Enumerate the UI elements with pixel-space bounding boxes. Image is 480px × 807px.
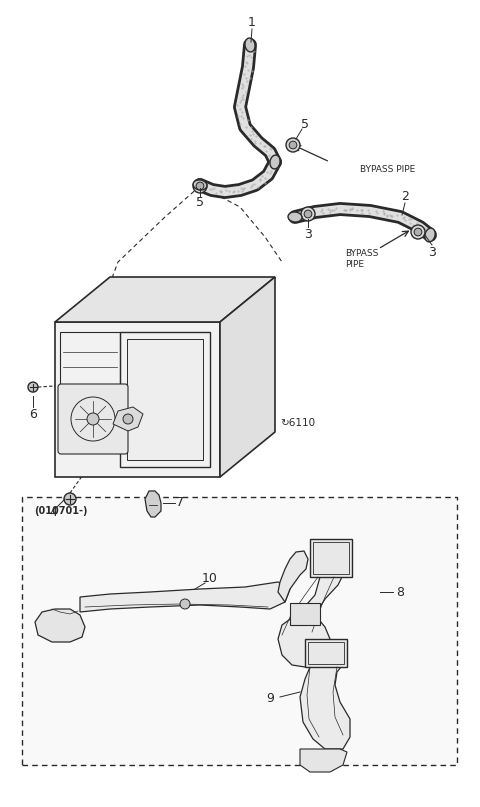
FancyBboxPatch shape xyxy=(55,322,220,477)
Polygon shape xyxy=(278,577,342,667)
Text: 6: 6 xyxy=(29,408,37,421)
Text: 1: 1 xyxy=(248,15,256,28)
Circle shape xyxy=(301,207,315,221)
FancyBboxPatch shape xyxy=(310,539,352,577)
Circle shape xyxy=(180,599,190,609)
Text: 7: 7 xyxy=(176,496,184,509)
Text: 3: 3 xyxy=(428,245,436,258)
Polygon shape xyxy=(35,609,85,642)
Circle shape xyxy=(411,225,425,239)
Circle shape xyxy=(193,179,207,193)
Circle shape xyxy=(64,493,76,505)
Text: 5: 5 xyxy=(301,118,309,131)
Ellipse shape xyxy=(270,155,280,169)
Text: 3: 3 xyxy=(304,228,312,240)
Polygon shape xyxy=(145,491,161,517)
Circle shape xyxy=(196,182,204,190)
FancyBboxPatch shape xyxy=(22,497,457,765)
Text: 5: 5 xyxy=(196,195,204,208)
Text: 9: 9 xyxy=(266,692,274,705)
Ellipse shape xyxy=(425,228,435,242)
Text: 10: 10 xyxy=(202,572,218,586)
Polygon shape xyxy=(55,277,275,322)
Circle shape xyxy=(289,141,297,148)
Text: 4: 4 xyxy=(49,505,57,519)
Polygon shape xyxy=(300,667,350,749)
Ellipse shape xyxy=(193,180,207,190)
FancyBboxPatch shape xyxy=(58,384,128,454)
Polygon shape xyxy=(113,407,143,431)
Circle shape xyxy=(304,210,312,218)
Circle shape xyxy=(87,413,99,425)
FancyBboxPatch shape xyxy=(290,603,320,625)
Text: 2: 2 xyxy=(401,190,409,203)
Polygon shape xyxy=(278,551,308,602)
Ellipse shape xyxy=(245,38,255,52)
Circle shape xyxy=(28,382,38,392)
Polygon shape xyxy=(80,582,290,612)
Circle shape xyxy=(123,414,133,424)
FancyBboxPatch shape xyxy=(305,639,347,667)
Text: 8: 8 xyxy=(396,586,404,599)
Text: BYPASS
PIPE: BYPASS PIPE xyxy=(345,249,378,269)
Text: ↻6110: ↻6110 xyxy=(280,418,315,428)
Circle shape xyxy=(286,138,300,152)
Polygon shape xyxy=(300,749,347,772)
Circle shape xyxy=(414,228,422,236)
Text: BYPASS PIPE: BYPASS PIPE xyxy=(360,165,415,174)
FancyBboxPatch shape xyxy=(127,339,203,460)
Ellipse shape xyxy=(288,212,302,222)
Polygon shape xyxy=(220,277,275,477)
Text: (010701-): (010701-) xyxy=(34,506,87,516)
